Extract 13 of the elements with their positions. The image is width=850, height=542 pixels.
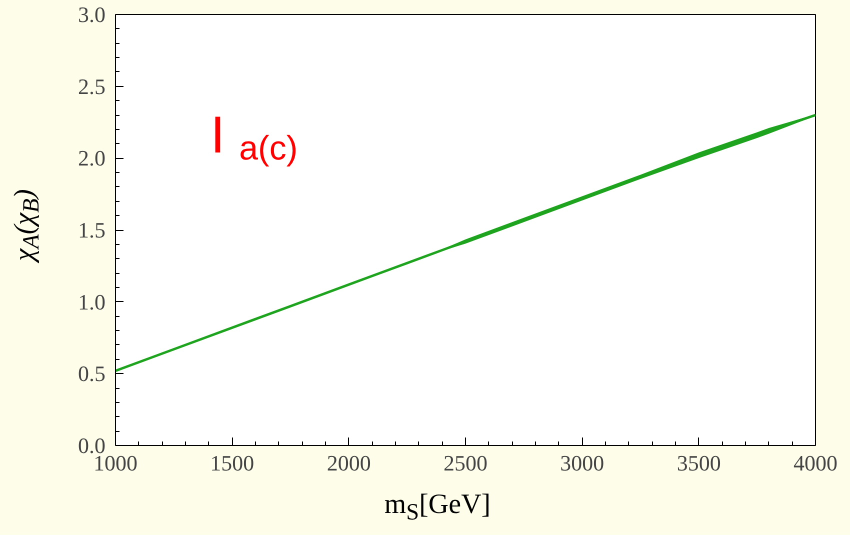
x-tick-label: 2500	[444, 450, 488, 476]
y-tick-label: 1.0	[78, 289, 106, 314]
y-tick-label: 2.5	[78, 74, 106, 99]
y-tick-label: 0.5	[78, 361, 106, 386]
x-tick-label: 3000	[560, 450, 604, 476]
x-tick-label: 2000	[326, 450, 371, 476]
x-axis-title: m$_{S}$[GeV]	[383, 488, 492, 528]
y-tick-label: 1.5	[78, 218, 106, 242]
x-tick-label: 1500	[210, 450, 254, 476]
x-tick-label: 3500	[676, 450, 721, 476]
x-tick-label: 4000	[794, 450, 838, 476]
y-tick-label: 2.0	[78, 146, 106, 171]
y-tick-label: 3.0	[78, 2, 106, 27]
